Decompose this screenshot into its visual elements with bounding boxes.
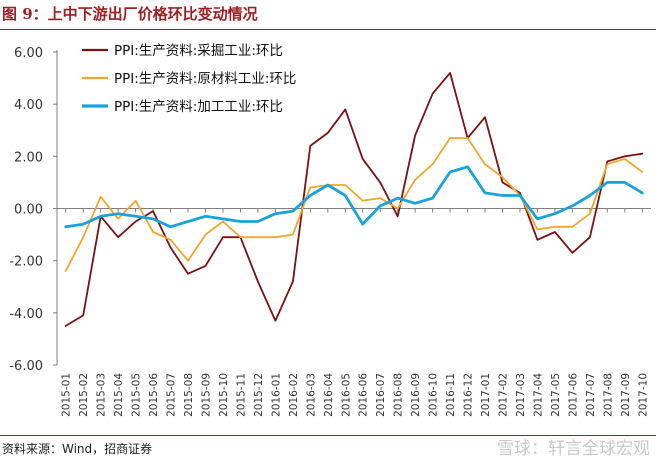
y-tick-label: 0.00	[14, 203, 43, 218]
y-tick-label: -4.00	[9, 307, 43, 322]
x-tick-label: 2016-07	[375, 373, 387, 417]
x-tick-label: 2016-08	[393, 373, 405, 417]
x-tick-label: 2016-01	[270, 373, 282, 417]
source-note: 资料来源：Wind，招商证券	[2, 442, 153, 456]
x-tick-label: 2017-08	[602, 373, 614, 417]
x-tick-label: 2015-09	[201, 373, 213, 417]
x-tick-label: 2017-09	[620, 373, 632, 417]
plot-lines	[64, 72, 644, 327]
x-tick-label: 2015-12	[253, 373, 265, 417]
legend-label-3: PPI:生产资料:加工工业:环比	[114, 99, 283, 115]
x-tick-label: 2015-01	[61, 373, 73, 417]
x-tick-label: 2016-12	[463, 373, 475, 417]
y-tick-label: 6.00	[14, 46, 43, 61]
y-axis: -6.00 -4.00 -2.00 0.00 2.00 4.00 6.00	[9, 46, 58, 374]
x-tick-label: 2017-10	[637, 373, 649, 417]
x-tick-label: 2015-07	[166, 373, 178, 417]
series-line-2	[64, 137, 644, 272]
x-tick-label: 2017-03	[515, 373, 527, 417]
bottom-rule	[0, 435, 656, 436]
y-tick-label: 2.00	[14, 150, 43, 165]
x-tick-label: 2017-05	[550, 373, 562, 417]
x-tick-label: 2016-02	[288, 373, 300, 417]
x-tick-label: 2017-06	[567, 373, 579, 417]
x-tick-label: 2015-04	[113, 373, 125, 417]
x-tick-label: 2017-04	[532, 373, 544, 417]
figure-title: 图 9：上中下游出厂价格环比变动情况	[2, 5, 258, 23]
x-tick-label: 2015-05	[131, 373, 143, 417]
x-tick-label: 2016-11	[445, 373, 457, 417]
x-tick-label: 2015-06	[148, 373, 160, 417]
title-rule	[0, 29, 656, 30]
x-tick-label: 2017-02	[498, 373, 510, 417]
x-tick-label: 2015-02	[78, 373, 90, 417]
x-tick-label: 2017-01	[480, 373, 492, 417]
line-chart: -6.00-4.00-2.000.002.004.006.00 2015-01 2…	[9, 43, 651, 417]
series-line-1	[64, 72, 644, 327]
x-tick-label: 2016-10	[428, 373, 440, 417]
x-tick-label: 2015-08	[183, 373, 195, 417]
x-tick-label: 2015-11	[235, 373, 247, 417]
x-tick-label: 2016-06	[358, 373, 370, 417]
y-tick-label: -2.00	[9, 255, 43, 270]
x-tick-label: 2017-07	[585, 373, 597, 417]
series-line-3	[64, 165, 644, 229]
x-tick-label: 2016-09	[410, 373, 422, 417]
watermark: 雪球：轩言全球宏观	[497, 439, 650, 459]
legend: PPI:生产资料:采掘工业:环比 PPI:生产资料:原材料工业:环比 PPI:生产资…	[82, 43, 296, 115]
x-tick-label: 2015-10	[218, 373, 230, 417]
y-tick-label: -6.00	[9, 359, 43, 374]
x-tick-label: 2016-03	[305, 373, 317, 417]
legend-label-1: PPI:生产资料:采掘工业:环比	[114, 43, 283, 59]
x-axis: 2015-01 2015-02 2015-03 2015-04 2015-05 2015-…	[57, 208, 651, 417]
legend-label-2: PPI:生产资料:原材料工业:环比	[114, 71, 296, 87]
x-tick-label: 2016-04	[323, 373, 335, 417]
x-tick-label: 2016-05	[340, 373, 352, 417]
x-tick-label: 2015-03	[96, 373, 108, 417]
y-tick-label: 4.00	[14, 98, 43, 113]
